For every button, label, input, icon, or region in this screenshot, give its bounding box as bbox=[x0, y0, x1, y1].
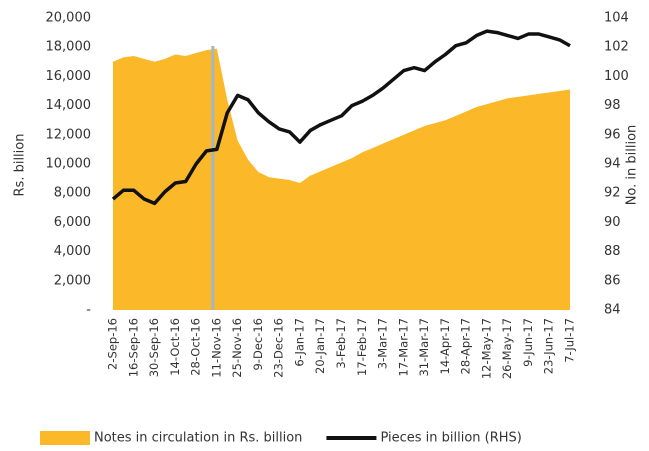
x-tick-label: 16-Sep-16 bbox=[126, 318, 140, 377]
area bbox=[113, 48, 570, 310]
y-axis-label: Rs. billion bbox=[13, 134, 28, 197]
x-tick-label: 14-Oct-16 bbox=[168, 318, 182, 376]
x-tick-label: 3-Mar-17 bbox=[376, 318, 390, 369]
y-tick-label: 18,000 bbox=[46, 40, 92, 55]
x-tick-label: 26-May-17 bbox=[500, 318, 514, 379]
x-tick-label: 28-Apr-17 bbox=[459, 318, 473, 374]
y-tick-label: 16,000 bbox=[46, 69, 92, 84]
y2-tick-label: 90 bbox=[604, 215, 621, 230]
y2-tick-label: 84 bbox=[604, 303, 621, 318]
x-tick-label: 28-Oct-16 bbox=[189, 318, 203, 376]
x-tick-label: 9-Jun-17 bbox=[521, 318, 535, 367]
x-tick-label: 20-Jan-17 bbox=[313, 318, 327, 374]
y-tick-label: 8,000 bbox=[54, 186, 91, 201]
y-tick-label: 4,000 bbox=[54, 244, 91, 259]
y2-tick-label: 94 bbox=[604, 157, 621, 172]
x-tick-label: 14-Apr-17 bbox=[438, 318, 452, 374]
x-tick-label: 11-Nov-16 bbox=[209, 318, 223, 378]
y2-tick-label: 104 bbox=[604, 11, 629, 26]
legend-swatch bbox=[40, 431, 90, 445]
x-tick-label: 7-Jul-17 bbox=[563, 318, 577, 363]
y2-tick-label: 92 bbox=[604, 186, 621, 201]
y-tick-label: 2,000 bbox=[54, 273, 91, 288]
x-tick-label: 30-Sep-16 bbox=[147, 318, 161, 377]
y2-tick-label: 100 bbox=[604, 69, 629, 84]
y-tick-label: 14,000 bbox=[46, 98, 92, 113]
legend-label: Notes in circulation in Rs. billion bbox=[94, 431, 302, 446]
x-tick-label: 2-Sep-16 bbox=[106, 318, 120, 370]
y2-tick-label: 86 bbox=[604, 273, 621, 288]
y-tick-label: 20,000 bbox=[46, 11, 92, 26]
y2-axis-label: No. in billion bbox=[625, 125, 640, 206]
y-tick-label: 12,000 bbox=[46, 127, 92, 142]
line bbox=[111, 29, 571, 206]
x-tick-label: 31-Mar-17 bbox=[417, 318, 431, 377]
x-tick-label: 25-Nov-16 bbox=[230, 318, 244, 378]
y-tick-label: - bbox=[86, 303, 91, 318]
legend-label: Pieces in billion (RHS) bbox=[380, 431, 521, 446]
x-tick-label: 12-May-17 bbox=[479, 318, 493, 379]
y-tick-label: 6,000 bbox=[54, 215, 91, 230]
x-tick-label: 17-Feb-17 bbox=[355, 318, 369, 376]
y2-tick-label: 98 bbox=[604, 98, 621, 113]
x-tick-label: 23-Jun-17 bbox=[542, 318, 556, 374]
y2-tick-label: 88 bbox=[604, 244, 621, 259]
y-tick-label: 10,000 bbox=[46, 157, 92, 172]
x-tick-label: 17-Mar-17 bbox=[396, 318, 410, 377]
x-tick-label: 9-Dec-16 bbox=[251, 318, 265, 371]
x-tick-label: 6-Jan-17 bbox=[292, 318, 306, 367]
x-tick-label: 23-Dec-16 bbox=[272, 318, 286, 378]
y2-tick-label: 96 bbox=[604, 127, 621, 142]
x-tick-label: 3-Feb-17 bbox=[334, 318, 348, 369]
y2-tick-label: 102 bbox=[604, 40, 629, 55]
